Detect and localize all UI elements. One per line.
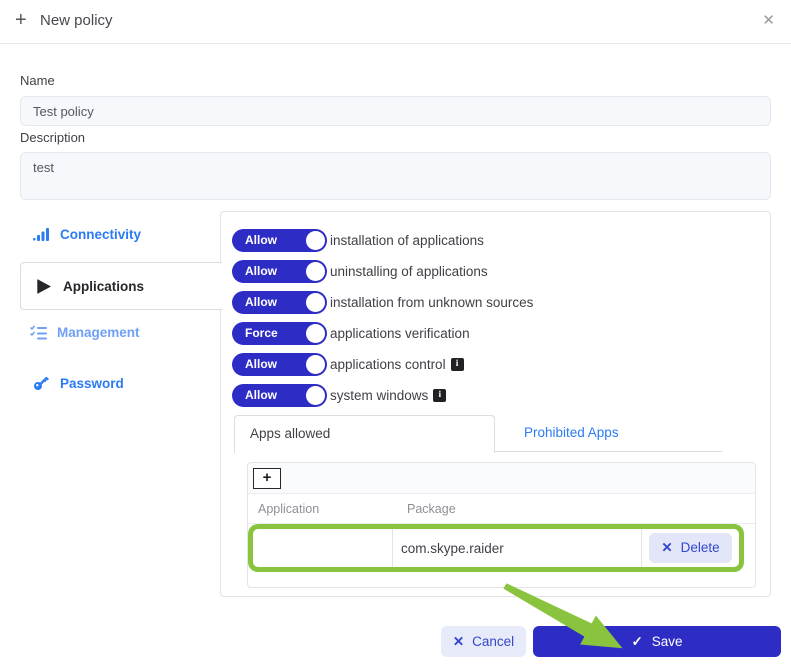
toggle-state-label: Allow <box>245 357 277 371</box>
toggle-switch[interactable]: Allow <box>232 260 327 283</box>
description-input[interactable]: test <box>20 152 771 200</box>
toggle-state-label: Allow <box>245 233 277 247</box>
toggle-row-verification: Force applications verification <box>232 322 770 345</box>
sidebar-item-applications[interactable]: Applications <box>20 262 222 310</box>
dialog-title: New policy <box>40 12 113 29</box>
toggle-row-app-control: Allow applications control i <box>232 353 770 376</box>
toggle-label: applications control <box>330 357 446 372</box>
toggle-label: system windows <box>330 388 429 403</box>
toggle-row-uninstall-apps: Allow uninstalling of applications <box>232 260 770 283</box>
tab-apps-allowed[interactable]: Apps allowed <box>234 415 495 453</box>
delete-x-icon: ✕ <box>661 540 673 555</box>
cancel-button[interactable]: ✕ Cancel <box>441 626 526 657</box>
sidebar-item-label: Connectivity <box>60 227 142 242</box>
cancel-x-icon: ✕ <box>452 633 465 649</box>
toggle-row-system-windows: Allow system windows i <box>232 384 770 407</box>
info-icon[interactable]: i <box>433 389 447 402</box>
toggle-label: uninstalling of applications <box>330 264 488 279</box>
play-arrow-icon <box>37 279 51 293</box>
save-button[interactable]: ✓ Save <box>533 626 781 657</box>
sidebar-item-management[interactable]: Management <box>30 325 140 340</box>
toggle-label: applications verification <box>330 326 470 341</box>
toggle-state-label: Force <box>245 326 278 340</box>
sidebar-item-label: Applications <box>63 278 145 294</box>
toggle-knob <box>306 262 325 281</box>
table-toolbar: + <box>248 463 755 494</box>
toggle-switch[interactable]: Allow <box>232 353 327 376</box>
key-icon <box>34 376 50 390</box>
toggle-row-install-apps: Allow installation of applications <box>232 229 770 252</box>
application-cell-input[interactable] <box>253 529 393 567</box>
sidebar-item-connectivity[interactable]: Connectivity <box>33 227 141 242</box>
sidebar-item-label: Management <box>57 325 140 340</box>
plus-icon: + <box>15 9 27 31</box>
toggle-knob <box>306 386 325 405</box>
applications-panel: Allow installation of applications Allow… <box>220 211 771 597</box>
toggle-knob <box>306 293 325 312</box>
toggle-state-label: Allow <box>245 388 277 402</box>
toggle-label: installation of applications <box>330 233 484 248</box>
toggle-row-unknown-sources: Allow installation from unknown sources <box>232 291 770 314</box>
tab-prohibited-apps[interactable]: Prohibited Apps <box>524 425 619 440</box>
sidebar-item-password[interactable]: Password <box>33 375 124 391</box>
toggle-state-label: Allow <box>245 295 277 309</box>
row-actions-cell: ✕ Delete <box>641 529 739 567</box>
save-button-label: Save <box>651 633 683 649</box>
toggle-switch[interactable]: Allow <box>232 291 327 314</box>
toggle-switch[interactable]: Allow <box>232 384 327 407</box>
delete-button-label: Delete <box>680 540 720 555</box>
sidebar-item-label: Password <box>60 375 124 391</box>
table-row-highlighted: com.skype.raider ✕ Delete <box>248 524 744 572</box>
column-header-package: Package <box>407 501 456 516</box>
delete-button[interactable]: ✕ Delete <box>649 533 732 563</box>
package-cell-input[interactable]: com.skype.raider <box>401 540 504 556</box>
name-label: Name <box>20 73 55 88</box>
toggle-switch[interactable]: Force <box>232 322 327 345</box>
column-header-application: Application <box>258 501 320 516</box>
apps-allowed-table: + Application Package com.skype.raider ✕… <box>247 462 756 588</box>
description-label: Description <box>20 130 86 145</box>
save-check-icon: ✓ <box>631 633 643 649</box>
toggle-list: Allow installation of applications Allow… <box>221 212 770 407</box>
toggle-label: installation from unknown sources <box>330 295 534 310</box>
dialog-header: + New policy ✕ <box>0 0 791 44</box>
apps-tab-bar: Apps allowed Prohibited Apps <box>234 415 722 453</box>
toggle-knob <box>306 231 325 250</box>
signal-bars-icon <box>33 228 49 241</box>
cancel-button-label: Cancel <box>472 633 515 649</box>
toggle-knob <box>306 324 325 343</box>
table-header-row: Application Package <box>248 494 755 524</box>
checklist-icon <box>30 325 47 340</box>
add-row-button[interactable]: + <box>253 468 281 489</box>
info-icon[interactable]: i <box>450 358 464 371</box>
name-input[interactable]: Test policy <box>20 96 771 126</box>
toggle-knob <box>306 355 325 374</box>
toggle-switch[interactable]: Allow <box>232 229 327 252</box>
dialog-footer: ✕ Cancel ✓ Save <box>441 626 781 657</box>
toggle-state-label: Allow <box>245 264 277 278</box>
policy-main: Connectivity Applications Management <box>0 211 791 607</box>
close-icon[interactable]: ✕ <box>762 12 775 29</box>
